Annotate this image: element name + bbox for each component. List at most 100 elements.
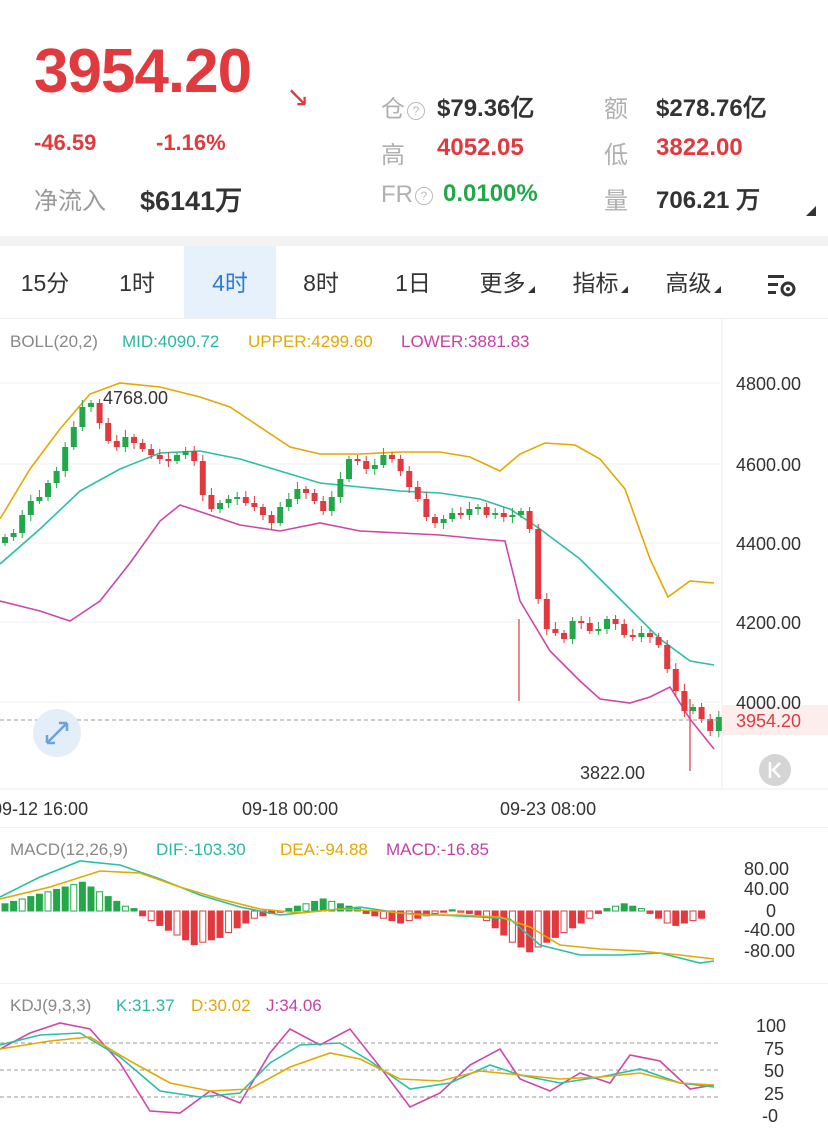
- macd-bar: [689, 910, 697, 922]
- candle-body: [595, 629, 602, 631]
- macd-bar: [225, 910, 233, 934]
- candle-body: [199, 461, 206, 495]
- tab-4h[interactable]: 4时: [184, 246, 276, 318]
- tab-1h[interactable]: 1时: [119, 270, 155, 296]
- open-interest-value: $79.36亿: [437, 95, 535, 122]
- macd-bar: [397, 910, 405, 924]
- tab-15m[interactable]: 15分: [20, 270, 70, 296]
- boll-upper: UPPER:4299.60: [248, 332, 373, 351]
- candle-body: [174, 455, 180, 461]
- expand-corner-icon[interactable]: [806, 206, 816, 216]
- kdj-chart[interactable]: KDJ(9,3,3) K:31.37 D:30.02 J:34.06 100 75…: [0, 983, 828, 1129]
- down-arrow-icon: ↘: [286, 81, 310, 112]
- candle-body: [36, 497, 43, 501]
- macd-y-label: -40.00: [744, 920, 795, 940]
- candle-body: [277, 507, 284, 523]
- tab-indicators[interactable]: 指标: [555, 246, 645, 318]
- kdj-d-line: [0, 1036, 715, 1092]
- chart-settings-icon[interactable]: [752, 246, 812, 318]
- tab-more[interactable]: 更多: [462, 246, 552, 318]
- candle-body: [303, 489, 309, 493]
- macd-bar: [121, 905, 129, 912]
- help-icon[interactable]: ?: [415, 186, 433, 205]
- macd-bar: [672, 910, 680, 926]
- section-divider: [0, 236, 828, 246]
- tab-1d[interactable]: 1日: [395, 270, 431, 296]
- macd-y-label: 40.00: [744, 879, 789, 899]
- candle-body: [681, 691, 688, 711]
- macd-bar: [27, 896, 35, 912]
- candle-body: [131, 437, 137, 443]
- macd-chart[interactable]: MACD(12,26,9) DIF:-103.30 DEA:-94.88 MAC…: [0, 827, 828, 983]
- macd-bar: [465, 910, 473, 914]
- interval-tab-bar: 15分 1时 4时 8时 1日 更多 指标 高级: [0, 246, 828, 318]
- y-axis-label: 4600.00: [736, 455, 801, 475]
- candle-body: [96, 403, 103, 423]
- price-header: 3954.20 ↘ -46.59 -1.16% 净流入 $6141万 仓? $7…: [0, 0, 828, 236]
- kdj-j-line: [0, 1022, 715, 1114]
- macd-bar: [70, 884, 78, 912]
- macd-bar: [586, 910, 594, 919]
- candle-body: [10, 533, 17, 537]
- back-to-latest-icon[interactable]: [759, 754, 791, 786]
- candle-body: [148, 449, 155, 455]
- candle-body: [62, 447, 69, 471]
- candle-body: [242, 497, 249, 503]
- macd-dea-line: [0, 870, 715, 960]
- macd-bar: [190, 910, 198, 946]
- candle-body: [105, 423, 112, 441]
- funding-rate-value: 0.0100%: [443, 180, 538, 207]
- candle-body: [320, 501, 327, 511]
- candle-body: [526, 511, 533, 529]
- candle-body: [698, 707, 705, 719]
- kdj-y-label: -0: [762, 1106, 778, 1126]
- tab-advanced[interactable]: 高级: [648, 246, 738, 318]
- candle-body: [500, 513, 507, 517]
- volume-value: 706.21 万: [656, 187, 761, 214]
- candle-body: [397, 459, 404, 471]
- kdj-y-label: 50: [764, 1061, 784, 1081]
- open-interest-label[interactable]: 仓?: [381, 89, 425, 124]
- macd-bar: [78, 881, 86, 912]
- macd-bar: [156, 910, 164, 926]
- macd-bar: [362, 910, 370, 914]
- expand-icon[interactable]: [33, 709, 81, 757]
- candle-body: [509, 515, 516, 517]
- kdj-y-label: 75: [764, 1039, 784, 1059]
- candle-body: [389, 455, 395, 459]
- macd-bar: [431, 910, 439, 914]
- boll-lower-line: [0, 504, 715, 750]
- candle-body: [371, 465, 378, 469]
- macd-bar: [457, 910, 465, 913]
- candle-body: [88, 403, 94, 407]
- candle-body: [492, 513, 499, 515]
- help-icon[interactable]: ?: [407, 101, 425, 120]
- candle-body: [45, 483, 51, 497]
- candle-body: [621, 624, 628, 635]
- funding-rate-label[interactable]: FR?: [381, 181, 433, 209]
- macd-bar: [577, 910, 585, 924]
- candle-body: [337, 479, 344, 497]
- candle-body: [53, 471, 60, 483]
- candle-body: [19, 515, 26, 533]
- macd-bar: [285, 908, 293, 912]
- macd-bar: [182, 910, 190, 941]
- macd-y-label: -80.00: [744, 941, 795, 961]
- candle-body: [363, 461, 370, 469]
- candle-body: [672, 669, 679, 691]
- x-label-3: 09-23 08:00: [500, 799, 596, 819]
- candle-body: [122, 437, 129, 447]
- candle-body: [70, 427, 77, 447]
- candle-body: [629, 635, 636, 637]
- macd-value: MACD:-16.85: [386, 840, 489, 859]
- kdj-j: J:34.06: [266, 996, 322, 1015]
- low-value: 3822.00: [656, 134, 743, 161]
- candlestick-chart[interactable]: BOLL(20,2) MID:4090.72 UPPER:4299.60 LOW…: [0, 319, 828, 827]
- x-label-1: 09-12 16:00: [0, 799, 88, 819]
- macd-dif: DIF:-103.30: [156, 840, 246, 859]
- tab-8h[interactable]: 8时: [303, 270, 339, 296]
- candle-body: [715, 717, 722, 731]
- candle-body: [165, 459, 172, 461]
- macd-bar: [53, 888, 61, 912]
- macd-bar: [242, 910, 250, 924]
